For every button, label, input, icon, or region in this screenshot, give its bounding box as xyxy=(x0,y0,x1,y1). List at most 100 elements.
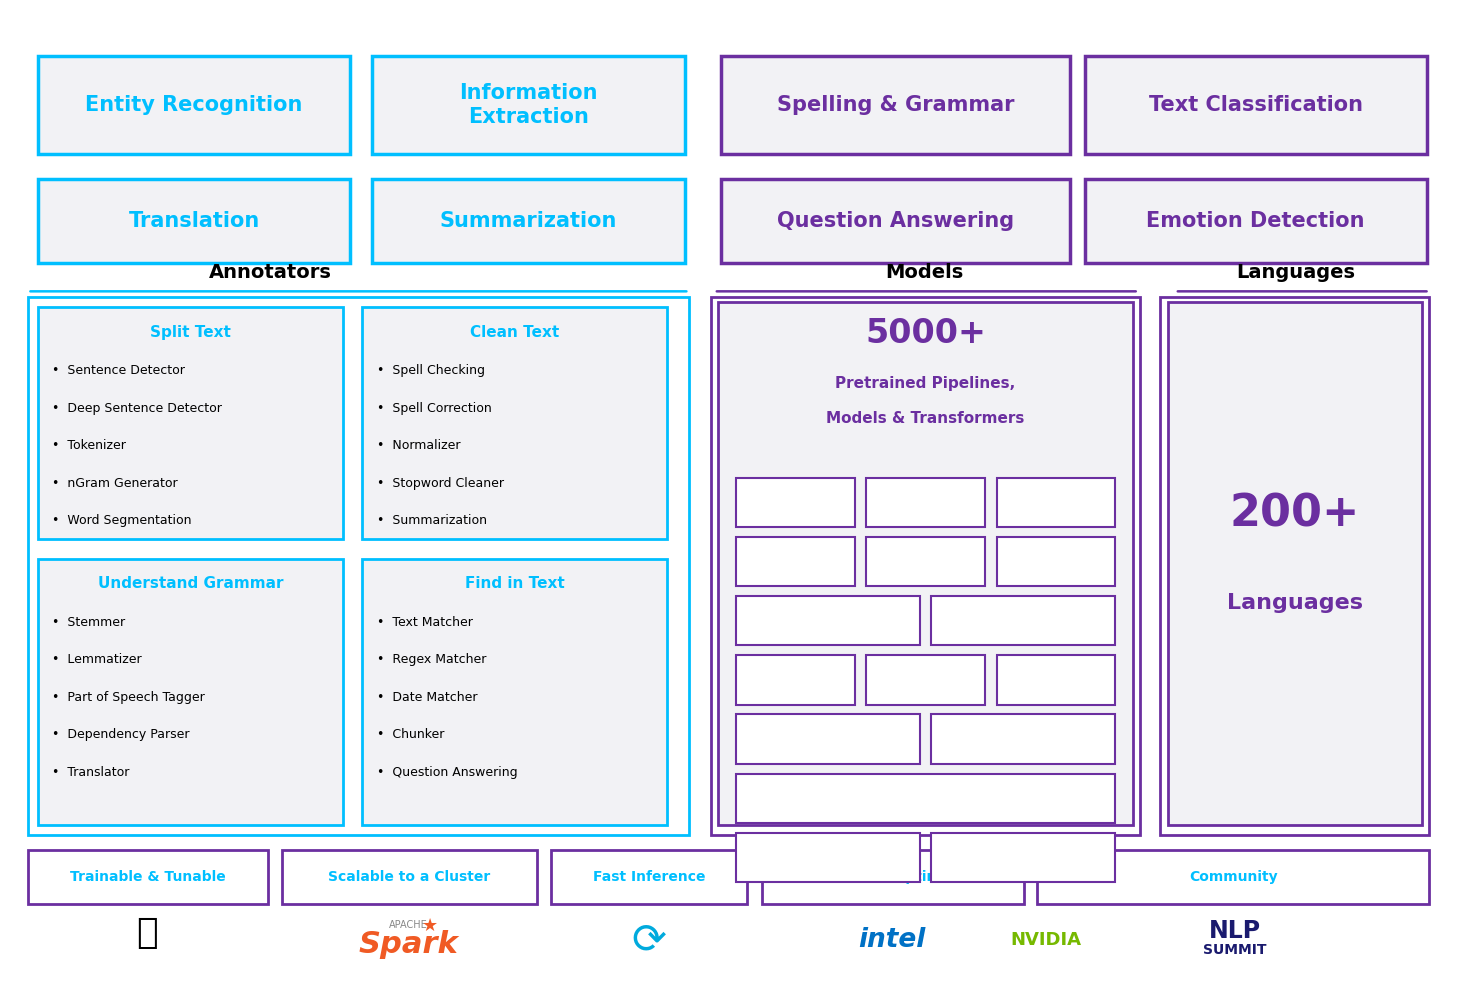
FancyBboxPatch shape xyxy=(28,298,689,835)
Text: •  Summarization: • Summarization xyxy=(376,514,487,527)
Text: •  Chunker: • Chunker xyxy=(376,728,444,741)
FancyBboxPatch shape xyxy=(865,478,985,527)
Text: •  Deep Sentence Detector: • Deep Sentence Detector xyxy=(52,402,221,414)
Text: Translation: Translation xyxy=(128,211,259,230)
FancyBboxPatch shape xyxy=(38,559,344,825)
Text: Summarization: Summarization xyxy=(440,211,618,230)
FancyBboxPatch shape xyxy=(931,833,1115,882)
Text: •  Dependency Parser: • Dependency Parser xyxy=(52,728,189,741)
Text: APACHE: APACHE xyxy=(389,921,428,931)
Text: Hardware Optimized: Hardware Optimized xyxy=(813,869,973,883)
FancyBboxPatch shape xyxy=(997,537,1115,586)
Text: ELECTRA: ELECTRA xyxy=(995,614,1052,627)
Text: •  Lemmatizer: • Lemmatizer xyxy=(52,654,141,667)
FancyBboxPatch shape xyxy=(997,478,1115,527)
FancyBboxPatch shape xyxy=(551,850,747,904)
Text: •  Stopword Cleaner: • Stopword Cleaner xyxy=(376,477,504,490)
FancyBboxPatch shape xyxy=(762,850,1024,904)
FancyBboxPatch shape xyxy=(28,850,268,904)
Text: Annotators: Annotators xyxy=(208,263,332,283)
FancyBboxPatch shape xyxy=(736,833,919,882)
Text: DistilBERT: DistilBERT xyxy=(796,733,860,746)
Text: Fast Inference: Fast Inference xyxy=(593,869,705,883)
Text: Small BERT: Small BERT xyxy=(793,614,863,627)
FancyBboxPatch shape xyxy=(1160,298,1429,835)
Text: Pretrained Pipelines,: Pretrained Pipelines, xyxy=(835,376,1016,392)
Text: Models: Models xyxy=(886,263,965,283)
Text: NMT: NMT xyxy=(912,674,940,686)
Text: •  Regex Matcher: • Regex Matcher xyxy=(376,654,487,667)
Text: Find in Text: Find in Text xyxy=(465,577,565,591)
Text: •  nGram Generator: • nGram Generator xyxy=(52,477,178,490)
FancyBboxPatch shape xyxy=(997,656,1115,704)
Text: Languages: Languages xyxy=(1236,263,1355,283)
Text: 200+: 200+ xyxy=(1230,493,1359,536)
Text: •  Word Segmentation: • Word Segmentation xyxy=(52,514,192,527)
Text: ELMO: ELMO xyxy=(908,495,943,509)
FancyBboxPatch shape xyxy=(736,656,855,704)
FancyBboxPatch shape xyxy=(718,303,1132,825)
Text: •  Part of Speech Tagger: • Part of Speech Tagger xyxy=(52,690,205,704)
Text: NLP: NLP xyxy=(1208,920,1260,944)
FancyBboxPatch shape xyxy=(38,55,350,154)
Text: XLNet: XLNet xyxy=(906,555,944,568)
FancyBboxPatch shape xyxy=(736,773,1115,823)
FancyBboxPatch shape xyxy=(865,537,985,586)
FancyBboxPatch shape xyxy=(1085,55,1426,154)
Text: •  Date Matcher: • Date Matcher xyxy=(376,690,476,704)
FancyBboxPatch shape xyxy=(711,298,1139,835)
Text: Question Answering: Question Answering xyxy=(777,211,1014,230)
FancyBboxPatch shape xyxy=(1167,303,1422,825)
Text: SUMMIT: SUMMIT xyxy=(1203,944,1266,957)
Text: Spelling & Grammar: Spelling & Grammar xyxy=(777,95,1014,115)
FancyBboxPatch shape xyxy=(372,55,685,154)
Text: Community: Community xyxy=(1189,869,1278,883)
Text: Information
Extraction: Information Extraction xyxy=(459,83,597,127)
Text: •  Spell Checking: • Spell Checking xyxy=(376,364,485,378)
FancyBboxPatch shape xyxy=(736,714,919,764)
Text: XLING: XLING xyxy=(1004,851,1043,864)
Text: Clean Text: Clean Text xyxy=(471,324,559,340)
Text: GloVe: GloVe xyxy=(1037,495,1074,509)
Text: Trainable & Tunable: Trainable & Tunable xyxy=(70,869,226,883)
Text: Entity Recognition: Entity Recognition xyxy=(86,95,303,115)
Text: •  Question Answering: • Question Answering xyxy=(376,765,517,778)
Text: LaBSE: LaBSE xyxy=(1036,674,1075,686)
FancyBboxPatch shape xyxy=(361,308,667,539)
Text: Emotion Detection: Emotion Detection xyxy=(1147,211,1365,230)
Text: USE: USE xyxy=(1043,555,1068,568)
Text: •  Tokenizer: • Tokenizer xyxy=(52,439,127,452)
Text: •  Stemmer: • Stemmer xyxy=(52,616,125,629)
Text: Scalable to a Cluster: Scalable to a Cluster xyxy=(328,869,491,883)
Text: T5: T5 xyxy=(787,674,803,686)
Text: NVIDIA: NVIDIA xyxy=(1010,932,1081,949)
FancyBboxPatch shape xyxy=(283,850,536,904)
FancyBboxPatch shape xyxy=(372,179,685,263)
Text: Models & Transformers: Models & Transformers xyxy=(826,410,1024,425)
FancyBboxPatch shape xyxy=(865,656,985,704)
FancyBboxPatch shape xyxy=(1085,179,1426,263)
Text: Understand Grammar: Understand Grammar xyxy=(98,577,283,591)
Text: 5000+: 5000+ xyxy=(865,317,986,350)
Text: •  Translator: • Translator xyxy=(52,765,130,778)
Text: Text Classification: Text Classification xyxy=(1148,95,1362,115)
Text: Spark: Spark xyxy=(358,930,459,958)
Text: •  Normalizer: • Normalizer xyxy=(376,439,460,452)
FancyBboxPatch shape xyxy=(38,179,350,263)
Text: BERT: BERT xyxy=(779,495,812,509)
Text: Languages: Languages xyxy=(1227,593,1362,613)
FancyBboxPatch shape xyxy=(721,179,1071,263)
FancyBboxPatch shape xyxy=(38,308,344,539)
Text: S-BERT: S-BERT xyxy=(806,851,849,864)
FancyBboxPatch shape xyxy=(736,478,855,527)
Text: ALBERT: ALBERT xyxy=(771,555,819,568)
FancyBboxPatch shape xyxy=(736,596,919,646)
Text: 🧠: 🧠 xyxy=(136,917,157,950)
FancyBboxPatch shape xyxy=(931,596,1115,646)
FancyBboxPatch shape xyxy=(736,537,855,586)
Text: •  Sentence Detector: • Sentence Detector xyxy=(52,364,185,378)
FancyBboxPatch shape xyxy=(361,559,667,825)
FancyBboxPatch shape xyxy=(721,55,1071,154)
Text: XLM-RoBERTa: XLM-RoBERTa xyxy=(883,792,967,805)
Text: ⟳: ⟳ xyxy=(631,919,666,961)
